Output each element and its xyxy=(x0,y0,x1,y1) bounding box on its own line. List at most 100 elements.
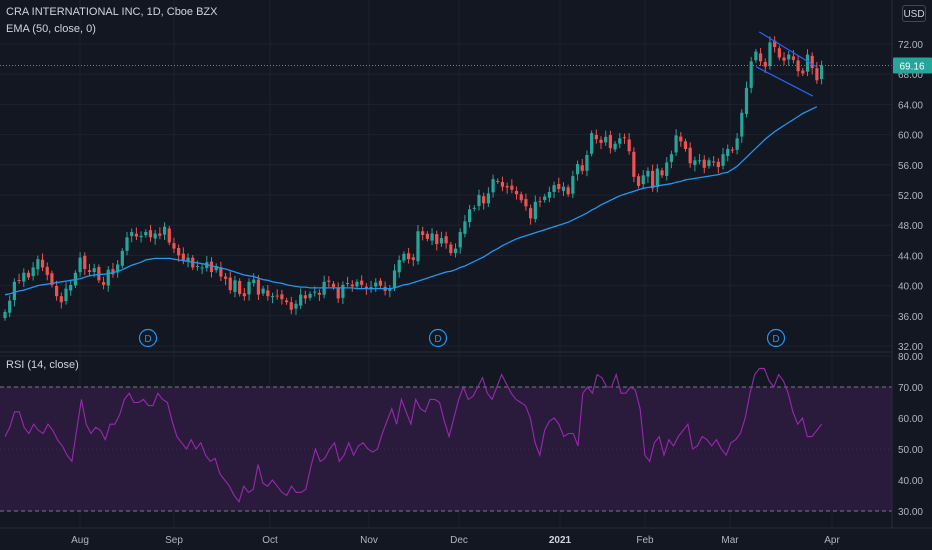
candle-body xyxy=(327,280,331,282)
candle-body xyxy=(406,253,411,260)
candle-body xyxy=(749,61,753,88)
candle-body xyxy=(543,196,547,200)
candle-body xyxy=(411,257,415,260)
candle-body xyxy=(252,279,256,284)
candle-body xyxy=(313,291,317,293)
candle-body xyxy=(791,56,796,60)
dividend-marker xyxy=(138,328,158,348)
rsi-tick-label: 40.00 xyxy=(898,476,923,487)
candle-body xyxy=(679,136,683,142)
candle-body xyxy=(223,276,228,279)
candle-body xyxy=(726,148,730,157)
candle-body xyxy=(449,244,453,254)
candle-body xyxy=(486,193,490,204)
candle-body xyxy=(289,302,293,310)
candle-body xyxy=(364,286,368,289)
candle-body xyxy=(22,272,26,282)
candle-body xyxy=(181,253,185,261)
dividend-marker-label: D xyxy=(772,334,779,345)
candle-body xyxy=(228,277,232,291)
candle-body xyxy=(355,281,359,287)
candle-body xyxy=(735,138,739,150)
candle-body xyxy=(92,268,96,273)
candle-body xyxy=(45,266,49,276)
time-axis-labels: Aug Sep Oct Nov Dec 2021 Feb Mar Apr xyxy=(71,535,840,546)
ema-legend[interactable]: EMA (50, close, 0) xyxy=(6,23,96,35)
candle-body xyxy=(561,186,566,191)
rsi-tick-label: 30.00 xyxy=(898,507,923,518)
rsi-legend[interactable]: RSI (14, close) xyxy=(6,359,79,371)
candle-body xyxy=(716,161,720,168)
candle-body xyxy=(294,303,298,309)
candle-body xyxy=(683,141,688,149)
candle-body xyxy=(172,243,176,249)
candle-body xyxy=(463,221,467,234)
candle-body xyxy=(402,253,406,261)
time-tick-label: Feb xyxy=(636,535,654,546)
currency-button[interactable]: USD xyxy=(902,5,926,22)
candle-body xyxy=(299,294,303,306)
candle-body xyxy=(162,226,167,235)
candle-body xyxy=(247,281,251,295)
candle-body xyxy=(158,233,162,236)
rsi-tick-label: 50.00 xyxy=(898,445,923,456)
candle-body xyxy=(496,180,500,182)
time-tick-label: Sep xyxy=(165,535,183,546)
trend-line xyxy=(755,66,814,97)
candle-body xyxy=(139,235,143,238)
candle-body xyxy=(130,231,134,237)
candle-body xyxy=(754,51,758,61)
candle-body xyxy=(688,147,692,164)
candle-body xyxy=(416,231,420,262)
candle-body xyxy=(31,267,35,277)
time-tick-label: Aug xyxy=(71,535,89,546)
candle-body xyxy=(125,237,129,251)
candle-body xyxy=(533,201,537,220)
candle-body xyxy=(69,284,73,291)
candle-body xyxy=(435,234,439,245)
dividend-marker xyxy=(428,328,448,348)
candle-body xyxy=(430,233,434,241)
candle-body xyxy=(78,257,82,273)
price-tag-label: 69.16 xyxy=(899,61,924,72)
rsi-axis-labels: 30.00 40.00 50.00 60.00 70.00 80.00 xyxy=(898,352,923,518)
candle-body xyxy=(651,170,655,189)
candle-body xyxy=(594,134,598,140)
candle-body xyxy=(167,228,171,243)
candle-body xyxy=(815,68,819,81)
candle-body xyxy=(519,194,523,201)
candle-body xyxy=(186,257,190,262)
candle-body xyxy=(101,282,106,285)
candle-body xyxy=(308,293,312,298)
candle-body xyxy=(200,267,204,269)
price-tick-label: 36.00 xyxy=(898,312,923,323)
candle-body xyxy=(693,160,697,166)
time-tick-label: Dec xyxy=(450,535,468,546)
candle-body xyxy=(261,288,265,294)
candle-body xyxy=(8,300,12,313)
candle-body xyxy=(50,273,54,285)
candle-body xyxy=(665,162,669,176)
candle-body xyxy=(669,154,674,162)
candle-body xyxy=(590,133,594,154)
candle-body xyxy=(585,154,589,171)
candle-body xyxy=(580,165,584,171)
candle-body xyxy=(266,290,270,297)
candle-body xyxy=(233,280,237,292)
candle-body xyxy=(763,61,767,67)
price-tag-box xyxy=(893,57,932,74)
candle-body xyxy=(744,87,749,114)
price-tick-label: 72.00 xyxy=(898,40,923,51)
rsi-band xyxy=(0,387,892,511)
price-tick-label: 60.00 xyxy=(898,131,923,142)
candle-body xyxy=(613,143,617,150)
candle-body xyxy=(106,269,110,286)
candle-body xyxy=(177,248,181,256)
candle-body xyxy=(3,312,7,319)
candle-body xyxy=(148,230,153,238)
symbol-title[interactable]: CRA INTERNATIONAL INC, 1D, Cboe BZX xyxy=(6,6,218,18)
price-tick-label: 68.00 xyxy=(898,70,923,81)
candle-body xyxy=(40,259,45,268)
candle-body xyxy=(275,295,279,297)
